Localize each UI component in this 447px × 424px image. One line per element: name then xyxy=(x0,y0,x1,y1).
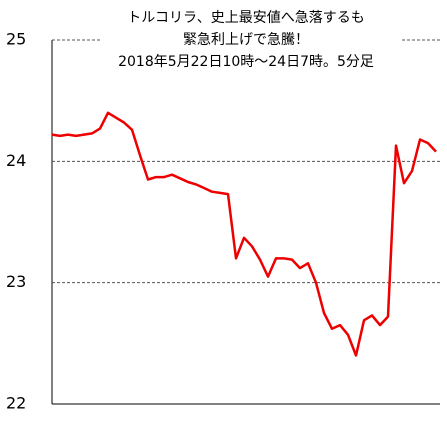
y-tick-label: 23 xyxy=(6,272,26,291)
title-background xyxy=(100,6,400,76)
y-tick-label: 24 xyxy=(6,151,26,170)
line xyxy=(51,111,437,357)
grid xyxy=(52,39,440,284)
chart-subtitle: 2018年5月22日10時～24日7時。5分足 xyxy=(118,54,374,70)
chart-title: 緊急利上げで急騰！ xyxy=(183,31,309,48)
y-tick-label: 22 xyxy=(6,394,26,413)
y-tick-label: 25 xyxy=(6,30,26,49)
plot xyxy=(51,111,437,357)
chart-title: トルコリラ、史上最安値へ急落するも xyxy=(127,10,364,26)
